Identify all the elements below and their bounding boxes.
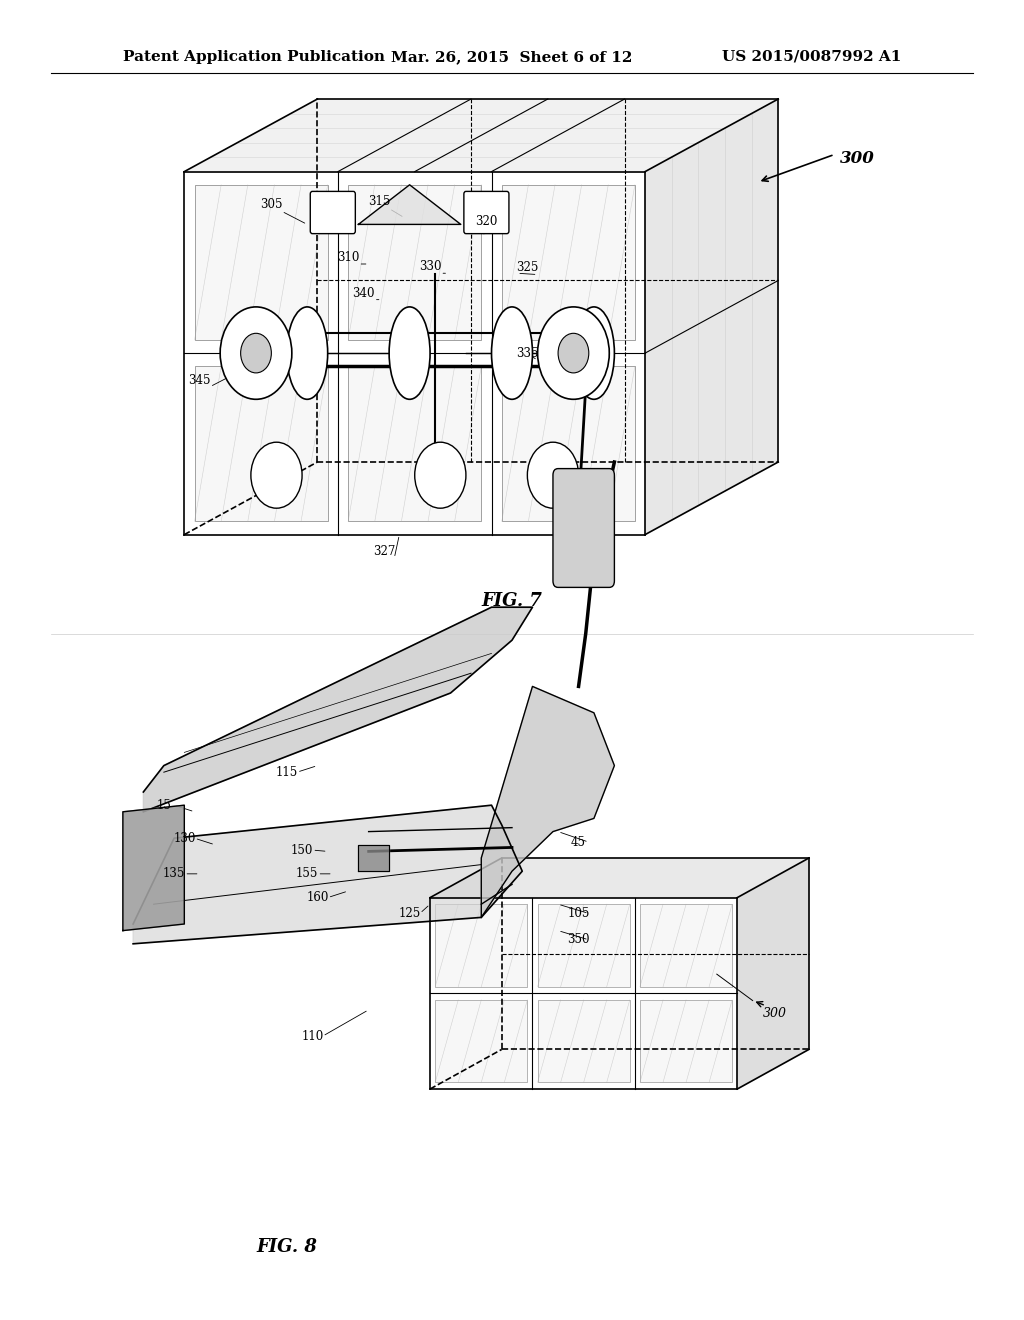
Text: Mar. 26, 2015  Sheet 6 of 12: Mar. 26, 2015 Sheet 6 of 12 [391,50,633,63]
Polygon shape [143,607,532,812]
Ellipse shape [573,308,614,400]
Polygon shape [184,99,778,172]
Text: 325: 325 [516,261,539,275]
Text: 300: 300 [763,1007,786,1020]
FancyBboxPatch shape [464,191,509,234]
Polygon shape [133,805,522,944]
Bar [195,366,328,521]
Polygon shape [358,185,461,224]
Bar [502,366,635,521]
Text: 135: 135 [163,867,185,880]
Text: 327: 327 [373,545,395,558]
Polygon shape [737,858,809,1089]
Circle shape [538,308,609,400]
Circle shape [558,334,589,374]
Ellipse shape [389,308,430,400]
Text: 310: 310 [337,251,359,264]
Text: FIG. 7: FIG. 7 [481,591,543,610]
Text: 130: 130 [173,832,196,845]
Polygon shape [430,858,809,898]
Text: 345: 345 [188,374,211,387]
Text: 300: 300 [840,150,874,166]
Text: Patent Application Publication: Patent Application Publication [123,50,385,63]
Text: 315: 315 [368,195,390,209]
FancyBboxPatch shape [310,191,355,234]
Circle shape [241,334,271,374]
Circle shape [220,308,292,400]
Text: 305: 305 [260,198,283,211]
Text: 15: 15 [157,799,171,812]
Bar [348,366,481,521]
Polygon shape [358,845,389,871]
Text: 105: 105 [567,907,590,920]
Bar [640,1001,732,1082]
Bar [348,185,481,341]
Circle shape [527,442,579,508]
Text: 335: 335 [516,347,539,360]
Text: 155: 155 [296,867,318,880]
FancyBboxPatch shape [553,469,614,587]
Text: US 2015/0087992 A1: US 2015/0087992 A1 [722,50,901,63]
Text: 350: 350 [567,933,590,946]
Circle shape [251,442,302,508]
Circle shape [415,442,466,508]
Text: 320: 320 [475,215,498,228]
Bar [195,185,328,341]
Bar [538,1001,630,1082]
Text: 115: 115 [275,766,298,779]
Text: 340: 340 [352,286,375,300]
Text: 45: 45 [571,836,586,849]
Text: FIG. 8: FIG. 8 [256,1238,317,1257]
Text: 125: 125 [398,907,421,920]
Polygon shape [645,99,778,535]
Polygon shape [481,686,614,917]
Text: 330: 330 [419,260,441,273]
Text: 160: 160 [306,891,329,904]
Ellipse shape [492,308,532,400]
Text: 150: 150 [291,843,313,857]
Bar [640,904,732,987]
Bar [435,904,527,987]
Bar [435,1001,527,1082]
Bar [502,185,635,341]
Bar [538,904,630,987]
Text: 110: 110 [301,1030,324,1043]
Ellipse shape [287,308,328,400]
Polygon shape [123,805,184,931]
